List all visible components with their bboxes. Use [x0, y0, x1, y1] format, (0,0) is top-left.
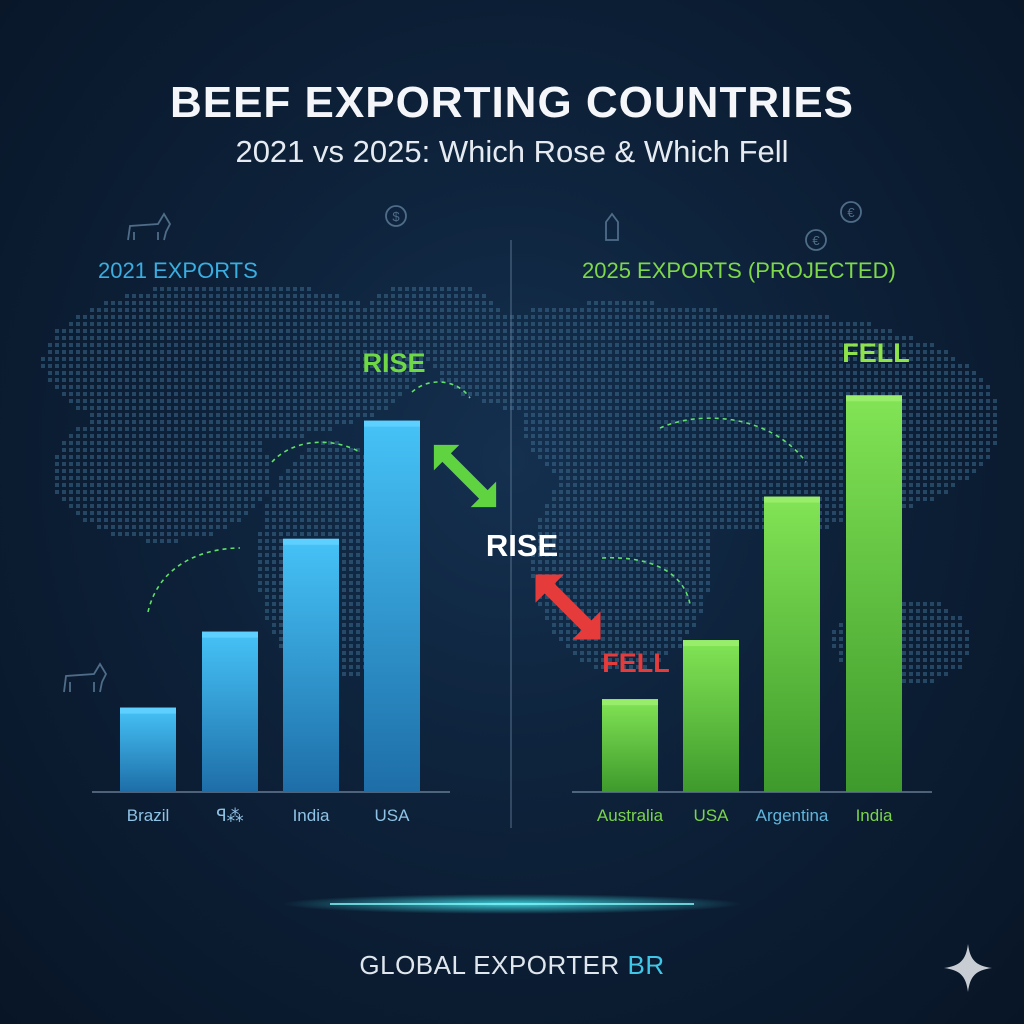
left-bar-2 — [202, 631, 258, 792]
right-panel-heading: 2025 EXPORTS (PROJECTED) — [582, 258, 896, 283]
glow-line-core — [330, 903, 694, 905]
left-category-label: India — [293, 806, 330, 825]
right-category-label: Argentina — [756, 806, 829, 825]
fell-double-arrow-icon — [535, 574, 601, 640]
right-chart-fell-label: FELL — [842, 338, 910, 368]
rise-double-arrow-icon — [433, 444, 497, 508]
left-bar-4 — [364, 420, 420, 792]
right-category-label: USA — [694, 806, 730, 825]
right-bar-cap-3 — [764, 496, 820, 503]
right-bar-cap-1 — [602, 699, 658, 706]
flow-curve-5 — [659, 417, 807, 463]
euro-coin-icon: € — [805, 229, 827, 251]
footer-brand: GLOBAL EXPORTER BR — [0, 950, 1024, 981]
right-bar-2 — [683, 640, 739, 792]
dollar-coin-icon: $ — [385, 205, 407, 227]
flow-curve-3 — [411, 381, 471, 399]
flow-curve-4 — [601, 556, 691, 605]
page-subtitle: 2021 vs 2025: Which Rose & Which Fell — [235, 134, 789, 169]
left-bar-3 — [283, 538, 339, 792]
milk-carton-icon — [605, 212, 619, 241]
left-bar-group — [120, 420, 420, 792]
cow-icon — [63, 662, 108, 693]
left-panel-heading: 2021 EXPORTS — [98, 258, 258, 283]
sparkle-icon — [944, 944, 992, 992]
left-bar-cap-2 — [202, 631, 258, 638]
flow-curve-2 — [271, 441, 361, 463]
left-category-label: USA — [375, 806, 411, 825]
right-category-label: Australia — [597, 806, 664, 825]
brand-name: GLOBAL EXPORTER — [359, 950, 628, 980]
left-bar-1 — [120, 707, 176, 792]
right-bar-3 — [764, 496, 820, 792]
right-bar-4 — [846, 395, 902, 792]
left-category-label: ꟼ⁂ — [216, 806, 243, 825]
left-category-label: Brazil — [127, 806, 170, 825]
right-category-label: India — [856, 806, 893, 825]
right-bar-1 — [602, 699, 658, 792]
left-bar-cap-1 — [120, 707, 176, 714]
svg-text:€: € — [847, 205, 855, 220]
svg-text:$: $ — [392, 209, 400, 224]
left-bar-cap-4 — [364, 420, 420, 427]
flow-curve-1 — [147, 547, 241, 613]
brand-accent: BR — [627, 950, 665, 980]
middle-fell-label: FELL — [602, 648, 670, 678]
svg-text:€: € — [812, 233, 820, 248]
euro-coin-icon: € — [840, 201, 862, 223]
page-title: BEEF EXPORTING COUNTRIES — [169, 78, 855, 127]
cow-icon — [127, 212, 172, 241]
right-bar-cap-4 — [846, 395, 902, 402]
right-bar-cap-2 — [683, 640, 739, 647]
category-ticks: Brazil ꟼ⁂ India USA Australia USA Argentina Ind… — [127, 806, 893, 825]
left-chart-rise-label: RISE — [362, 348, 425, 378]
middle-rise-label: RISE — [486, 528, 558, 563]
left-bar-cap-3 — [283, 538, 339, 545]
right-bar-group — [602, 395, 902, 792]
